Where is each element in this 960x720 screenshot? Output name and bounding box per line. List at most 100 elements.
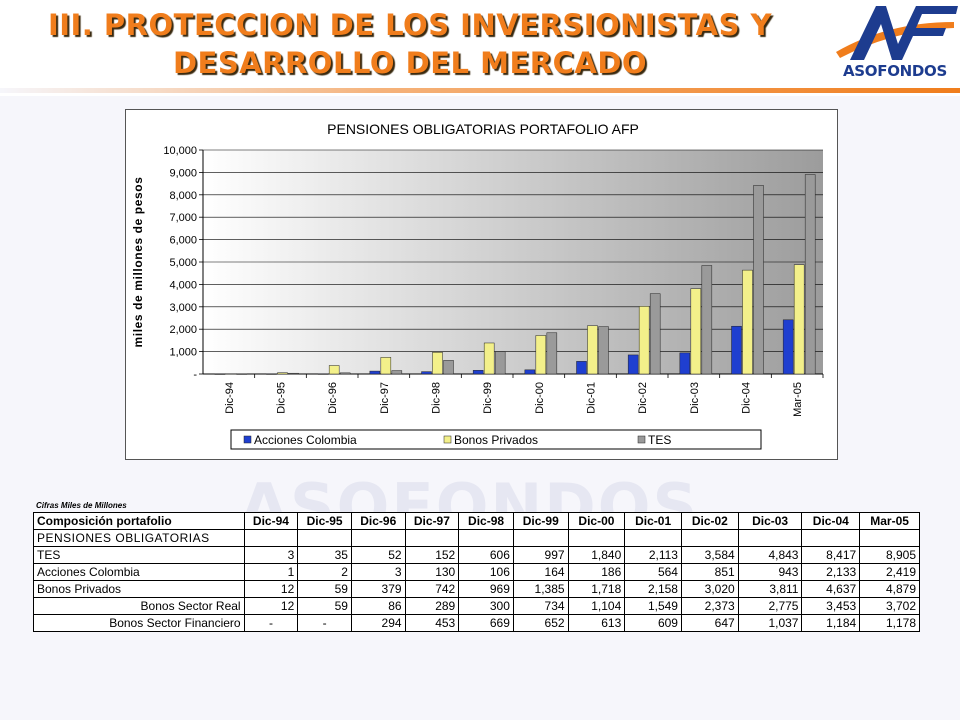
table-cell: 186 [567,563,626,581]
section-row: PENSIONES OBLIGATORIAS [33,529,920,547]
empty-cell [859,529,920,547]
legend [230,429,762,450]
table-row: Acciones Colombia 1 2 3 130 106 164 186 564 851 94… [33,563,920,581]
x-tick-label: Dic-02 [637,382,649,414]
table-cell: 2,775 [737,597,803,615]
table-cell: 300 [458,597,514,615]
bar [443,360,454,375]
table-cell: 4,637 [801,580,861,598]
table-cell: 59 [297,597,352,615]
table-cell: 647 [680,614,739,632]
table-caption: Cifras Miles de Millones [36,501,127,510]
table-cell: 564 [624,563,682,581]
bar [793,264,805,375]
row-label: Bonos Sector Financiero [33,614,245,632]
x-tick-label: Dic-99 [482,382,494,414]
table-cell: 652 [512,614,569,632]
table-cell: 1,718 [567,580,626,598]
table-cell: 606 [458,546,514,564]
y-tick-label: 6,000 [169,235,197,247]
bar [804,174,816,375]
bar [546,332,558,375]
table-row: Bonos Sector Real 12 59 86 289 300 734 1,104 1,5… [33,597,920,615]
row-label: TES [33,546,245,564]
legend-swatch [243,435,252,444]
bar [598,326,609,375]
legend-label: Acciones Colombia [254,433,357,447]
legend-label: Bonos Privados [454,433,538,447]
bar [225,373,237,375]
table-cell: 3,020 [680,580,739,598]
bar [679,352,691,375]
row-label: Acciones Colombia [33,563,245,581]
table-cell: 3 [243,546,299,564]
empty-cell [243,529,299,547]
table-cell: 1,178 [859,614,920,632]
y-tick-label: 5,000 [169,257,197,269]
table-cell: 4,843 [737,546,803,564]
column-header: Dic-03 [737,512,803,530]
table-cell: 2 [297,563,352,581]
table-cell: 1,184 [801,614,861,632]
table-cell: 1 [243,563,299,581]
bar [753,185,764,375]
asofondos-logo [836,6,958,60]
x-tick-label: Dic-94 [224,382,236,414]
column-header: Dic-98 [458,512,514,530]
x-tick-label: Dic-98 [431,382,443,414]
y-axis-label: miles de millones de pesos [131,177,145,348]
table-row: TES 3 35 52 152 606 997 1,840 2,113 3,584 4,843 8,4… [33,546,920,564]
table-cell: 294 [350,614,406,632]
column-header: Dic-04 [801,512,861,530]
bar [472,370,484,375]
bar [288,372,299,375]
empty-cell [512,529,569,547]
bar [214,373,226,375]
legend-swatch [443,435,452,444]
empty-cell [737,529,803,547]
table-cell: 613 [567,614,626,632]
table-cell: 8,417 [801,546,861,564]
bar [421,371,432,375]
bar [649,293,661,375]
empty-cell [567,529,626,547]
bar [369,370,381,375]
empty-cell [404,529,460,547]
bar [277,372,288,375]
bar [587,325,598,375]
header-label: Composición portafolio [33,512,245,530]
bar [483,342,495,375]
table-cell: 3,584 [680,546,739,564]
table-cell: 8,905 [859,546,920,564]
chart-title: PENSIONES OBLIGATORIAS PORTAFOLIO AFP [327,121,639,137]
page-title-line-2: DESARROLLO DEL MERCADO [172,46,648,80]
table-cell: 742 [404,580,460,598]
table-cell: 2,113 [624,546,682,564]
bar [494,351,506,375]
bar [576,361,587,375]
bar [782,319,794,375]
row-label: Bonos Sector Real [33,597,245,615]
table-cell: 1,549 [624,597,682,615]
table-cell: 1,104 [567,597,626,615]
x-tick-label: Dic-03 [689,382,701,414]
bar [731,325,742,375]
title-underline [0,88,960,93]
legend-swatch [637,435,646,444]
table-cell: 2,158 [624,580,682,598]
column-header: Dic-01 [624,512,682,530]
table-cell: 2,419 [859,563,920,581]
table-row: Bonos Privados 12 59 379 742 969 1,385 1,718 2,1… [33,580,920,598]
x-tick-label: Dic-96 [327,382,339,414]
legend-label: TES [648,433,671,447]
table-cell: 52 [350,546,406,564]
bar [328,365,340,375]
table-cell: 3 [350,563,406,581]
column-header: Mar-05 [859,512,920,530]
table-row: Bonos Sector Financiero - -294 453 669 652 613… [33,614,920,632]
bar [236,373,248,375]
column-header: Dic-94 [243,512,299,530]
page-title-line-1: III. PROTECCION DE LOS INVERSIONISTAS Y [47,8,773,42]
column-header: Dic-96 [350,512,406,530]
x-tick-label: Dic-04 [741,382,753,414]
